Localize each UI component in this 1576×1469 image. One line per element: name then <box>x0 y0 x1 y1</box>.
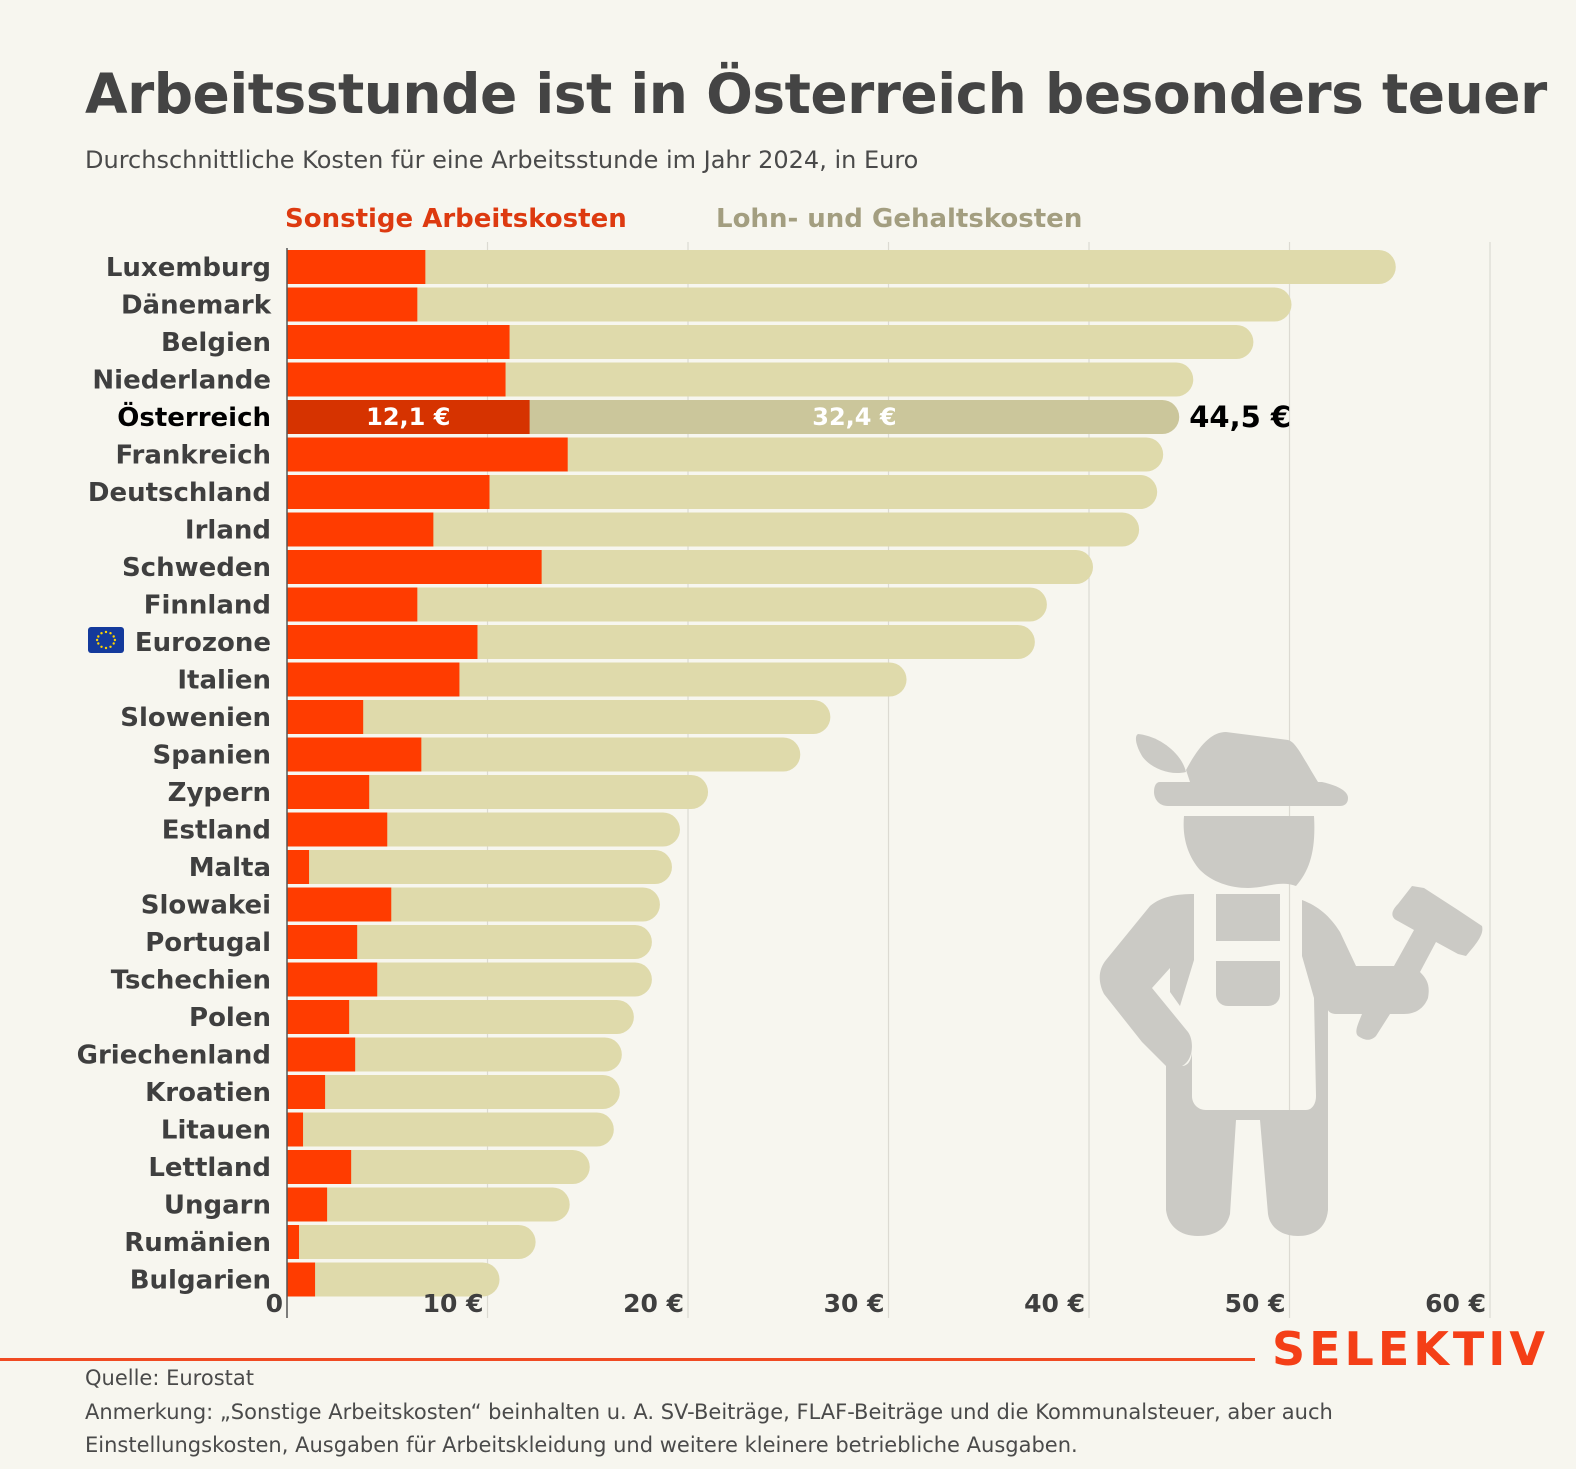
category-label: Slowenien <box>120 703 271 733</box>
bar-other-12 <box>287 700 364 734</box>
category-label: Irland <box>185 516 271 546</box>
bar-wage-16 <box>287 850 672 884</box>
bar-other-4 <box>287 400 530 434</box>
bar-other-14 <box>287 775 370 809</box>
category-label: Zypern <box>168 778 271 808</box>
legend-other-costs: Sonstige Arbeitskosten <box>285 204 627 234</box>
bar-other-15 <box>287 812 388 847</box>
category-label: Litauen <box>161 1116 271 1146</box>
x-tick-label: 40 € <box>1024 1289 1085 1318</box>
category-label: Slowakei <box>141 891 271 921</box>
category-label: Frankreich <box>115 441 271 471</box>
bar-other-21 <box>287 1037 356 1072</box>
footer-divider <box>0 1358 1255 1361</box>
chart-title: Arbeitsstunde ist in Österreich besonder… <box>85 62 1547 126</box>
x-tick-label: 0 <box>266 1289 283 1318</box>
data-label-other: 12,1 € <box>366 403 450 431</box>
bar-other-9 <box>287 587 418 622</box>
bar-wage-18 <box>287 925 652 959</box>
data-label-wage: 32,4 € <box>812 403 896 431</box>
bar-wage-9 <box>287 587 1047 622</box>
category-label: Malta <box>189 853 271 883</box>
bar-wage-19 <box>287 962 652 997</box>
bar-other-3 <box>287 362 506 397</box>
bar-wage-20 <box>287 1000 634 1034</box>
worker-illustration-icon <box>1090 720 1490 1280</box>
eu-flag-icon <box>88 627 124 653</box>
bar-other-25 <box>287 1187 328 1222</box>
bar-wage-22 <box>287 1075 620 1109</box>
bar-wage-1 <box>287 287 1292 322</box>
brand-logo: SELEKTIV <box>1272 1322 1550 1376</box>
category-label: Tschechien <box>111 966 271 996</box>
bar-other-8 <box>287 550 542 584</box>
bar-other-27 <box>287 1262 316 1297</box>
category-label: Spanien <box>153 741 271 771</box>
bar-wage-21 <box>287 1037 622 1072</box>
bar-other-22 <box>287 1075 326 1109</box>
bar-other-1 <box>287 287 418 322</box>
category-label: Italien <box>177 666 271 696</box>
bar-other-5 <box>287 437 568 472</box>
chart-subtitle: Durchschnittliche Kosten für eine Arbeit… <box>85 146 919 174</box>
category-label: Deutschland <box>88 478 271 508</box>
bar-other-11 <box>287 662 460 697</box>
bar-other-7 <box>287 512 434 547</box>
bar-other-18 <box>287 925 358 959</box>
category-label: Niederlande <box>92 366 271 396</box>
x-tick-label: 10 € <box>423 1289 484 1318</box>
category-label: Portugal <box>145 928 271 958</box>
bar-wage-6 <box>287 475 1158 509</box>
category-label: Österreich <box>117 400 271 433</box>
category-label: Estland <box>162 816 271 846</box>
data-label-total: 44,5 € <box>1189 400 1291 434</box>
category-label: Schweden <box>122 553 271 583</box>
bar-chart: Luxemburg Dänemark Belgien Niederlande Öster… <box>77 242 1491 1318</box>
legend-wage-costs: Lohn- und Gehaltskosten <box>716 204 1083 234</box>
category-label: Ungarn <box>164 1191 271 1221</box>
bar-other-17 <box>287 887 392 922</box>
bar-wage-25 <box>287 1187 570 1222</box>
bar-wage-2 <box>287 325 1254 359</box>
bar-wage-26 <box>287 1225 536 1259</box>
x-tick-label: 30 € <box>824 1289 885 1318</box>
category-label: Finnland <box>144 591 271 621</box>
source-note: Quelle: Eurostat <box>85 1366 254 1390</box>
bar-other-26 <box>287 1225 300 1259</box>
category-label: Bulgarien <box>130 1266 271 1296</box>
category-label: Luxemburg <box>106 253 271 283</box>
x-tick-label: 50 € <box>1225 1289 1286 1318</box>
bar-wage-23 <box>287 1112 614 1147</box>
x-tick-label: 20 € <box>623 1289 684 1318</box>
bar-wage-12 <box>287 700 831 734</box>
category-label: Griechenland <box>77 1041 271 1071</box>
category-label: Eurozone <box>135 628 271 658</box>
bar-other-24 <box>287 1150 352 1184</box>
bar-other-0 <box>287 250 426 284</box>
bar-wage-0 <box>287 250 1396 284</box>
bar-other-20 <box>287 1000 350 1034</box>
bar-other-6 <box>287 475 490 509</box>
bar-other-16 <box>287 850 310 884</box>
category-label: Dänemark <box>121 291 272 321</box>
category-label: Rumänien <box>124 1228 271 1258</box>
bar-other-10 <box>287 625 478 659</box>
bar-other-19 <box>287 962 378 997</box>
x-tick-label: 60 € <box>1425 1289 1486 1318</box>
category-label: Polen <box>189 1003 271 1033</box>
bar-wage-27 <box>287 1262 500 1297</box>
category-label: Lettland <box>148 1153 271 1183</box>
category-label: Kroatien <box>145 1078 271 1108</box>
bar-wage-3 <box>287 362 1194 397</box>
footnote: Anmerkung: „Sonstige Arbeitskosten“ bein… <box>85 1400 1333 1457</box>
category-label: Belgien <box>161 328 271 358</box>
bar-wage-24 <box>287 1150 590 1184</box>
bar-other-2 <box>287 325 510 359</box>
bar-other-23 <box>287 1112 304 1147</box>
bar-other-13 <box>287 737 422 772</box>
bar-wage-7 <box>287 512 1140 547</box>
bar-wage-14 <box>287 775 709 809</box>
